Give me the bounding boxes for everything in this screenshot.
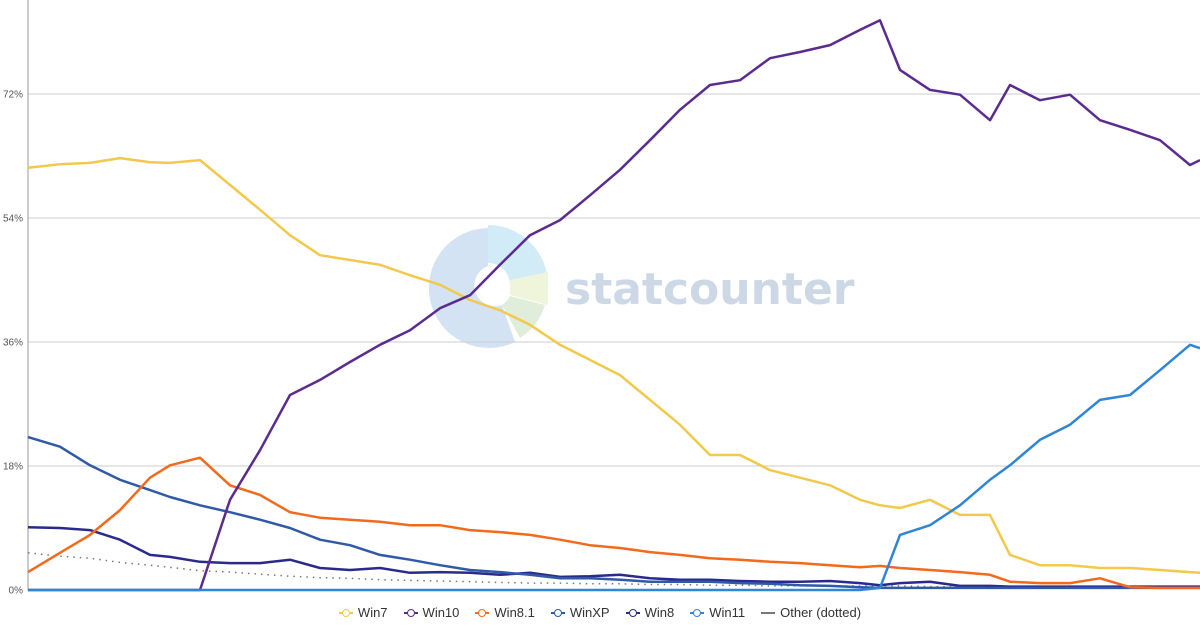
legend-marker-icon xyxy=(338,608,353,618)
svg-text:36%: 36% xyxy=(3,338,23,349)
y-axis-ticks: 0% 18% 36% 54% 72% xyxy=(3,90,23,597)
legend-label: Win8.1 xyxy=(494,605,535,620)
legend-item-winxp[interactable]: WinXP xyxy=(550,605,610,620)
chart-legend: Win7 Win10 Win8.1 WinXP Win8 Win11 Other… xyxy=(0,605,1200,620)
legend-item-win8[interactable]: Win8 xyxy=(625,605,675,620)
svg-text:18%: 18% xyxy=(3,462,23,473)
series-line-win8 xyxy=(27,526,1200,588)
watermark-text: statcounter xyxy=(565,264,855,315)
legend-item-win7[interactable]: Win7 xyxy=(338,605,388,620)
legend-label: WinXP xyxy=(569,605,610,620)
legend-marker-icon xyxy=(550,608,565,618)
series-line-win10 xyxy=(28,19,1200,592)
legend-item-other[interactable]: Other (dotted) xyxy=(761,605,861,620)
legend-item-win11[interactable]: Win11 xyxy=(690,605,745,620)
legend-marker-icon xyxy=(625,608,640,618)
legend-label: Win7 xyxy=(357,605,388,620)
svg-text:72%: 72% xyxy=(3,90,23,101)
series-line-win7 xyxy=(27,156,1200,575)
legend-label: Win8 xyxy=(644,605,675,620)
svg-text:0%: 0% xyxy=(9,586,24,597)
series-line-win11 xyxy=(28,343,1200,592)
legend-label: Win10 xyxy=(422,605,460,620)
legend-item-win81[interactable]: Win8.1 xyxy=(475,605,535,620)
series-lines xyxy=(27,19,1200,592)
legend-marker-icon xyxy=(475,608,490,618)
legend-marker-icon xyxy=(403,608,418,618)
legend-label: Win11 xyxy=(709,605,746,620)
legend-marker-icon xyxy=(690,608,705,618)
series-line-win8-1 xyxy=(27,456,1200,590)
legend-item-win10[interactable]: Win10 xyxy=(403,605,460,620)
legend-label: Other (dotted) xyxy=(780,605,862,620)
statcounter-watermark: statcounter xyxy=(428,225,855,348)
svg-text:54%: 54% xyxy=(3,214,23,225)
legend-line-icon xyxy=(761,608,776,618)
